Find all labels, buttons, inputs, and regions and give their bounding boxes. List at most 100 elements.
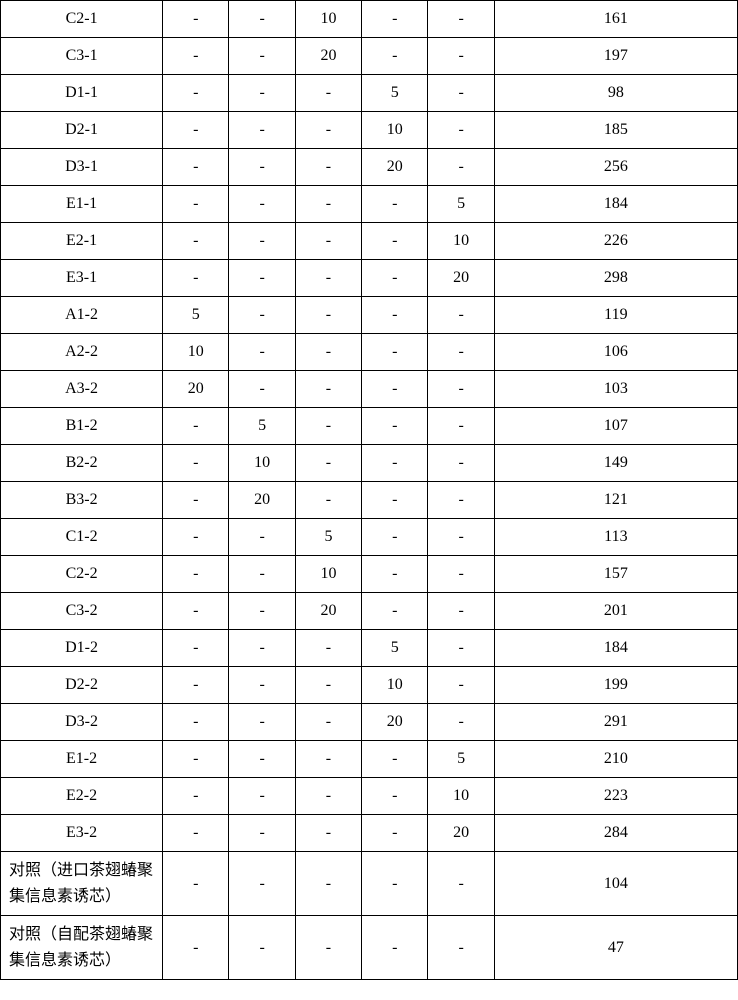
cell-c1: - <box>163 778 229 815</box>
cell-c4: - <box>362 916 428 980</box>
table-row: D2-1---10-185 <box>1 112 738 149</box>
cell-val: 107 <box>494 408 737 445</box>
cell-c3: 10 <box>295 556 361 593</box>
table-row: D1-1---5-98 <box>1 75 738 112</box>
cell-val: 184 <box>494 630 737 667</box>
cell-c2: - <box>229 223 295 260</box>
data-table: C2-1--10--161C3-1--20--197D1-1---5-98D2-… <box>0 0 738 980</box>
cell-c2: 10 <box>229 445 295 482</box>
cell-label: A3-2 <box>1 371 163 408</box>
cell-c5: - <box>428 371 494 408</box>
cell-c1: - <box>163 741 229 778</box>
cell-c1: - <box>163 408 229 445</box>
cell-c2: - <box>229 334 295 371</box>
cell-c2: - <box>229 297 295 334</box>
cell-c3: - <box>295 852 361 916</box>
cell-label: E2-1 <box>1 223 163 260</box>
cell-c3: - <box>295 75 361 112</box>
cell-label: B1-2 <box>1 408 163 445</box>
cell-c2: - <box>229 371 295 408</box>
cell-c5: - <box>428 630 494 667</box>
cell-c5: - <box>428 75 494 112</box>
cell-val: 161 <box>494 1 737 38</box>
cell-c5: - <box>428 704 494 741</box>
table-row: B1-2-5---107 <box>1 408 738 445</box>
cell-val: 184 <box>494 186 737 223</box>
cell-c1: - <box>163 667 229 704</box>
cell-label: D2-1 <box>1 112 163 149</box>
cell-c5: - <box>428 667 494 704</box>
cell-c2: - <box>229 519 295 556</box>
cell-c3: - <box>295 371 361 408</box>
cell-label: B3-2 <box>1 482 163 519</box>
cell-c4: - <box>362 852 428 916</box>
table-row: D2-2---10-199 <box>1 667 738 704</box>
table-row: E2-2----10223 <box>1 778 738 815</box>
table-row: D3-1---20-256 <box>1 149 738 186</box>
cell-c1: - <box>163 260 229 297</box>
cell-val: 119 <box>494 297 737 334</box>
cell-c1: - <box>163 38 229 75</box>
cell-c5: - <box>428 593 494 630</box>
cell-c4: - <box>362 593 428 630</box>
cell-c3: - <box>295 630 361 667</box>
cell-c1: - <box>163 852 229 916</box>
cell-c5: - <box>428 852 494 916</box>
cell-label: E3-2 <box>1 815 163 852</box>
cell-c5: - <box>428 38 494 75</box>
cell-val: 185 <box>494 112 737 149</box>
cell-c2: - <box>229 556 295 593</box>
cell-c2: - <box>229 852 295 916</box>
cell-label: E1-2 <box>1 741 163 778</box>
cell-c2: - <box>229 186 295 223</box>
cell-c1: - <box>163 630 229 667</box>
table-row: E3-1----20298 <box>1 260 738 297</box>
cell-val: 284 <box>494 815 737 852</box>
cell-c4: - <box>362 408 428 445</box>
cell-c1: - <box>163 1 229 38</box>
cell-c2: - <box>229 260 295 297</box>
cell-val: 197 <box>494 38 737 75</box>
cell-c1: - <box>163 704 229 741</box>
cell-c5: - <box>428 519 494 556</box>
cell-c3: - <box>295 408 361 445</box>
cell-c5: 10 <box>428 778 494 815</box>
table-row: D3-2---20-291 <box>1 704 738 741</box>
cell-c5: - <box>428 482 494 519</box>
cell-c2: - <box>229 778 295 815</box>
table-row: A3-220----103 <box>1 371 738 408</box>
table-row: B2-2-10---149 <box>1 445 738 482</box>
cell-c4: - <box>362 556 428 593</box>
cell-val: 199 <box>494 667 737 704</box>
cell-c4: - <box>362 371 428 408</box>
cell-val: 201 <box>494 593 737 630</box>
cell-c4: - <box>362 741 428 778</box>
cell-label: 对照（进口茶翅蝽聚集信息素诱芯） <box>1 852 163 916</box>
cell-c4: - <box>362 778 428 815</box>
cell-c5: - <box>428 556 494 593</box>
cell-c4: - <box>362 223 428 260</box>
cell-c4: 20 <box>362 149 428 186</box>
table-row: E2-1----10226 <box>1 223 738 260</box>
cell-c2: - <box>229 149 295 186</box>
cell-label: D1-2 <box>1 630 163 667</box>
cell-c2: 5 <box>229 408 295 445</box>
cell-val: 113 <box>494 519 737 556</box>
cell-c3: 10 <box>295 1 361 38</box>
cell-c5: 10 <box>428 223 494 260</box>
cell-c4: 10 <box>362 667 428 704</box>
cell-c5: - <box>428 334 494 371</box>
cell-label: C1-2 <box>1 519 163 556</box>
cell-c3: - <box>295 297 361 334</box>
cell-val: 223 <box>494 778 737 815</box>
cell-c1: - <box>163 593 229 630</box>
cell-c2: - <box>229 667 295 704</box>
cell-label: A1-2 <box>1 297 163 334</box>
cell-c5: 20 <box>428 815 494 852</box>
cell-c2: - <box>229 38 295 75</box>
cell-c3: - <box>295 482 361 519</box>
cell-c5: - <box>428 445 494 482</box>
table-row: C1-2--5--113 <box>1 519 738 556</box>
cell-c2: - <box>229 741 295 778</box>
cell-label: E3-1 <box>1 260 163 297</box>
